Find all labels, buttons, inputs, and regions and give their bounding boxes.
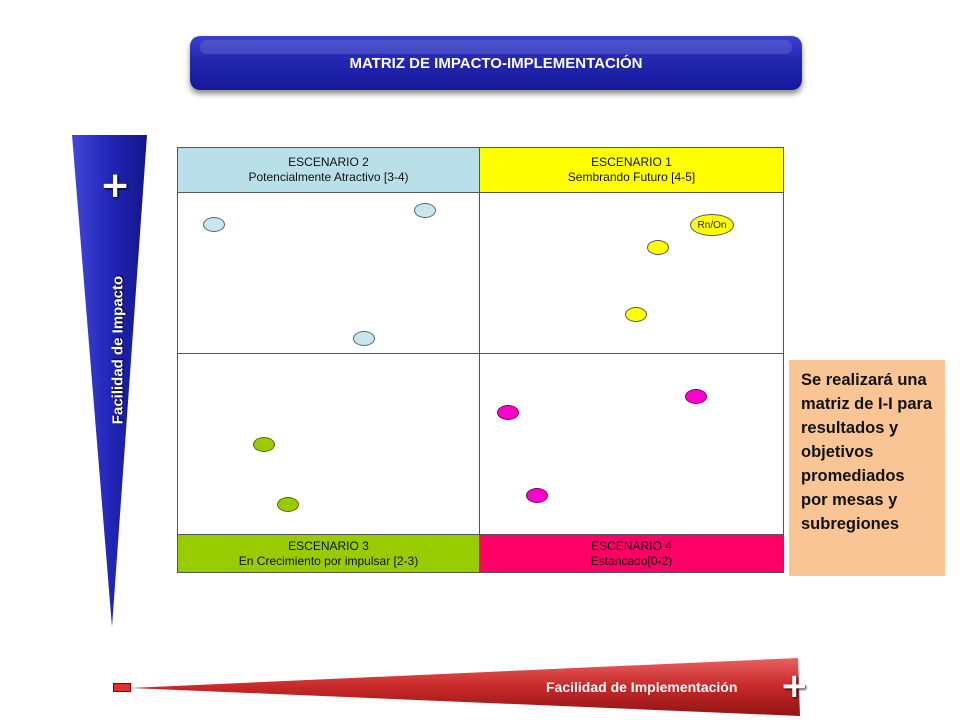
bubble: [685, 389, 707, 404]
scenario-1-header: ESCENARIO 1 Sembrando Futuro [4-5]: [480, 148, 783, 193]
scenario-1-title: ESCENARIO 1: [591, 155, 672, 169]
bubble: [647, 240, 669, 255]
impact-axis-wedge: [72, 135, 147, 627]
impact-axis-label: Facilidad de Impacto: [109, 275, 127, 425]
scenario-3-title: ESCENARIO 3: [288, 538, 369, 553]
bubble: [253, 437, 275, 452]
bubble: [526, 488, 548, 503]
implementation-plus-sign: +: [780, 666, 809, 706]
rn-on-bubble: Rn/On: [690, 214, 734, 236]
bubble: [497, 405, 519, 420]
scenario-2-header: ESCENARIO 2 Potencialmente Atractivo [3-…: [178, 148, 480, 193]
bubble: [625, 307, 647, 322]
implementation-axis-wedge: [130, 658, 800, 716]
scenario-1-subtitle: Sembrando Futuro [4-5]: [567, 170, 696, 184]
quadrant-top-left: [178, 193, 480, 354]
quadrant-bottom-right: [480, 354, 783, 534]
scenario-2-subtitle: Potencialmente Atractivo [3-4): [248, 170, 409, 184]
bubble: [414, 203, 436, 218]
scenario-4-header: ESCENARIO 4 Estancado[0-2): [480, 534, 783, 572]
impact-plus-sign: +: [100, 165, 131, 206]
scenario-2-title: ESCENARIO 2: [288, 155, 369, 169]
scenario-3-header: ESCENARIO 3 En Crecimiento por impulsar …: [178, 534, 480, 572]
impact-implementation-matrix: ESCENARIO 2 Potencialmente Atractivo [3-…: [177, 147, 784, 573]
quadrant-top-right: Rn/On: [480, 193, 783, 354]
matrix-title-banner: MATRIZ DE IMPACTO-IMPLEMENTACIÓN: [190, 36, 802, 90]
implementation-axis-label: Facilidad de Implementación: [546, 679, 738, 695]
scenario-3-subtitle: En Crecimiento por impulsar [2-3): [238, 553, 419, 568]
quadrant-bottom-left: [178, 354, 480, 534]
bubble: [353, 331, 375, 346]
matrix-title: MATRIZ DE IMPACTO-IMPLEMENTACIÓN: [349, 54, 643, 72]
scenario-4-title: ESCENARIO 4: [591, 538, 672, 553]
bubble: [203, 217, 225, 232]
explanatory-note: Se realizará una matriz de I-I para resu…: [789, 360, 945, 576]
bubble: [277, 497, 299, 512]
scenario-4-subtitle: Estancado[0-2): [590, 553, 673, 568]
implementation-minus-sign: [113, 683, 131, 692]
